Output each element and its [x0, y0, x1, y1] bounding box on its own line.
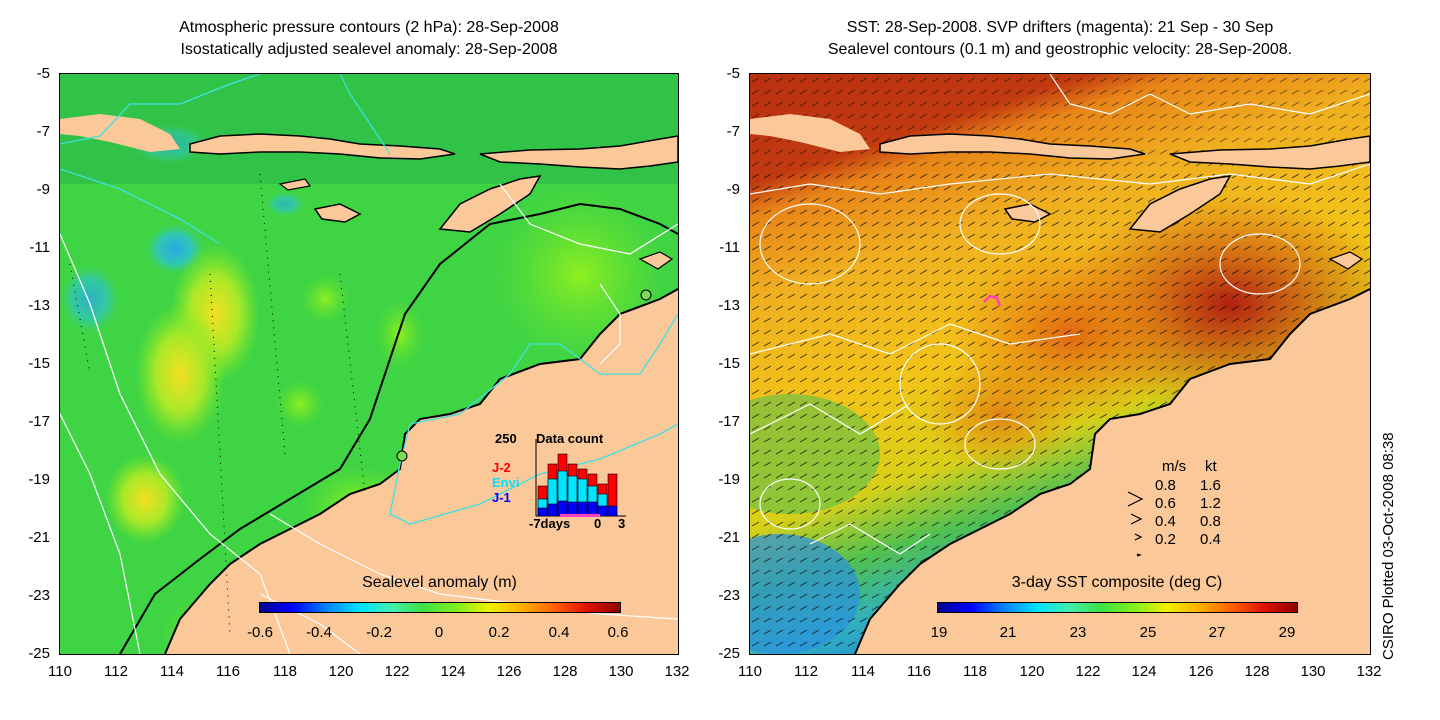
- drifter-track: [983, 294, 1002, 307]
- lon-tick: 130: [608, 663, 634, 680]
- lon-tick: 116: [216, 663, 240, 680]
- lat-tick: -9: [726, 181, 740, 198]
- right-colorbar-tick: 19: [930, 624, 948, 641]
- lon-tick: 126: [1188, 663, 1214, 680]
- lon-tick: 112: [104, 663, 128, 680]
- sst-colorbar: [937, 602, 1298, 613]
- tide-gauge-marker: [640, 289, 652, 301]
- lat-tick: -15: [718, 355, 740, 372]
- right-colorbar-tick: 29: [1278, 624, 1296, 641]
- lon-tick: 110: [48, 663, 72, 680]
- lon-tick: 118: [273, 663, 297, 680]
- lat-tick: -13: [28, 297, 50, 314]
- velocity-legend-ms: 0.6: [1155, 495, 1176, 512]
- velocity-legend-kt: 0.4: [1200, 531, 1221, 548]
- right-title-line2: Sealevel contours (0.1 m) and geostrophi…: [827, 41, 1293, 58]
- lon-tick: 128: [552, 663, 578, 680]
- data-count-histogram: [535, 439, 626, 517]
- left-colorbar-title: Sealevel anomaly (m): [362, 574, 517, 591]
- sst-map: m/s kt 0.8 1.6 0.6 1.2 0.4 0.8 0.2 0.4: [749, 73, 1371, 655]
- sealevel-colorbar: [259, 602, 621, 613]
- lon-tick: 118: [963, 663, 987, 680]
- left-colorbar-tick: 0.4: [548, 624, 570, 641]
- lat-tick: -7: [36, 123, 50, 140]
- lat-tick: -25: [718, 645, 740, 662]
- velocity-legend-kt: 0.8: [1200, 513, 1221, 530]
- right-colorbar-title: 3-day SST composite (deg C): [1011, 574, 1223, 591]
- histogram-title: Data count: [536, 431, 604, 446]
- left-colorbar-tick: -0.4: [306, 624, 332, 641]
- right-title-line1: SST: 28-Sep-2008. SVP drifters (magenta)…: [846, 19, 1274, 36]
- lon-tick: 114: [851, 663, 875, 680]
- lat-tick: -7: [726, 123, 740, 140]
- velocity-legend-ms: 0.8: [1155, 477, 1176, 494]
- lat-tick: -19: [718, 471, 740, 488]
- histogram-x-start: -7days: [529, 516, 571, 531]
- right-colorbar-tick: 27: [1208, 624, 1226, 641]
- lat-tick: -13: [718, 297, 740, 314]
- right-colorbar-tick: 25: [1139, 624, 1157, 641]
- lon-tick: 112: [794, 663, 818, 680]
- lon-tick: 122: [384, 663, 410, 680]
- velocity-legend-kt: 1.2: [1200, 495, 1221, 512]
- lat-tick: -25: [28, 645, 50, 662]
- velocity-legend-ms: 0.4: [1155, 513, 1176, 530]
- velocity-legend-header-kt: kt: [1205, 458, 1217, 475]
- lon-tick: 130: [1300, 663, 1326, 680]
- left-title-line2: Isostatically adjusted sealevel anomaly:…: [180, 41, 558, 58]
- lon-tick: 124: [1131, 663, 1157, 680]
- legend-j1: J-1: [492, 490, 511, 505]
- legend-envi: Envi: [492, 475, 520, 490]
- lon-tick: 120: [328, 663, 354, 680]
- sst-field: [750, 74, 1370, 654]
- histogram-x-end: 3: [618, 516, 626, 531]
- tide-gauge-marker: [396, 450, 408, 462]
- lon-tick: 120: [1019, 663, 1045, 680]
- lon-tick: 128: [1244, 663, 1270, 680]
- velocity-legend-header-ms: m/s: [1162, 458, 1187, 475]
- lon-tick: 132: [664, 663, 690, 680]
- lat-tick: -23: [28, 587, 50, 604]
- left-colorbar-tick: -0.2: [366, 624, 392, 641]
- velocity-legend-ms: 0.2: [1155, 531, 1176, 548]
- velocity-scale-arrows: [1127, 491, 1144, 557]
- left-colorbar-tick: 0.2: [488, 624, 510, 641]
- lat-tick: -11: [29, 239, 50, 256]
- lat-tick: -21: [718, 529, 740, 546]
- lat-tick: -5: [36, 65, 50, 82]
- lat-tick: -23: [718, 587, 740, 604]
- plot-credit: CSIRO Plotted 03-Oct-2008 08:38: [1380, 432, 1397, 660]
- left-title-line1: Atmospheric pressure contours (2 hPa): 2…: [179, 19, 559, 36]
- sealevel-anomaly-field: [60, 74, 678, 654]
- left-colorbar-tick: -0.6: [247, 624, 273, 641]
- right-colorbar-tick: 21: [999, 624, 1017, 641]
- lon-tick: 110: [738, 663, 762, 680]
- lon-tick: 132: [1356, 663, 1382, 680]
- lat-tick: -15: [28, 355, 50, 372]
- lon-tick: 116: [907, 663, 931, 680]
- velocity-legend-kt: 1.6: [1200, 477, 1221, 494]
- lon-tick: 114: [160, 663, 184, 680]
- sealevel-anomaly-map: 250 Data count J-2 Envi J-1 -7days 0 3: [59, 73, 679, 655]
- left-colorbar-tick: 0: [434, 624, 444, 641]
- lat-tick: -21: [28, 529, 50, 546]
- lon-tick: 122: [1075, 663, 1101, 680]
- histogram-max-label: 250: [495, 431, 517, 446]
- lon-tick: 126: [496, 663, 522, 680]
- lat-tick: -19: [28, 471, 50, 488]
- lat-tick: -9: [36, 181, 50, 198]
- right-colorbar-tick: 23: [1069, 624, 1087, 641]
- lat-tick: -5: [726, 65, 740, 82]
- left-colorbar-tick: 0.6: [607, 624, 629, 641]
- lat-tick: -17: [718, 413, 740, 430]
- lon-tick: 124: [440, 663, 466, 680]
- legend-j2: J-2: [492, 460, 511, 475]
- lat-tick: -17: [28, 413, 50, 430]
- histogram-x-zero: 0: [594, 516, 602, 531]
- lat-tick: -11: [719, 239, 740, 256]
